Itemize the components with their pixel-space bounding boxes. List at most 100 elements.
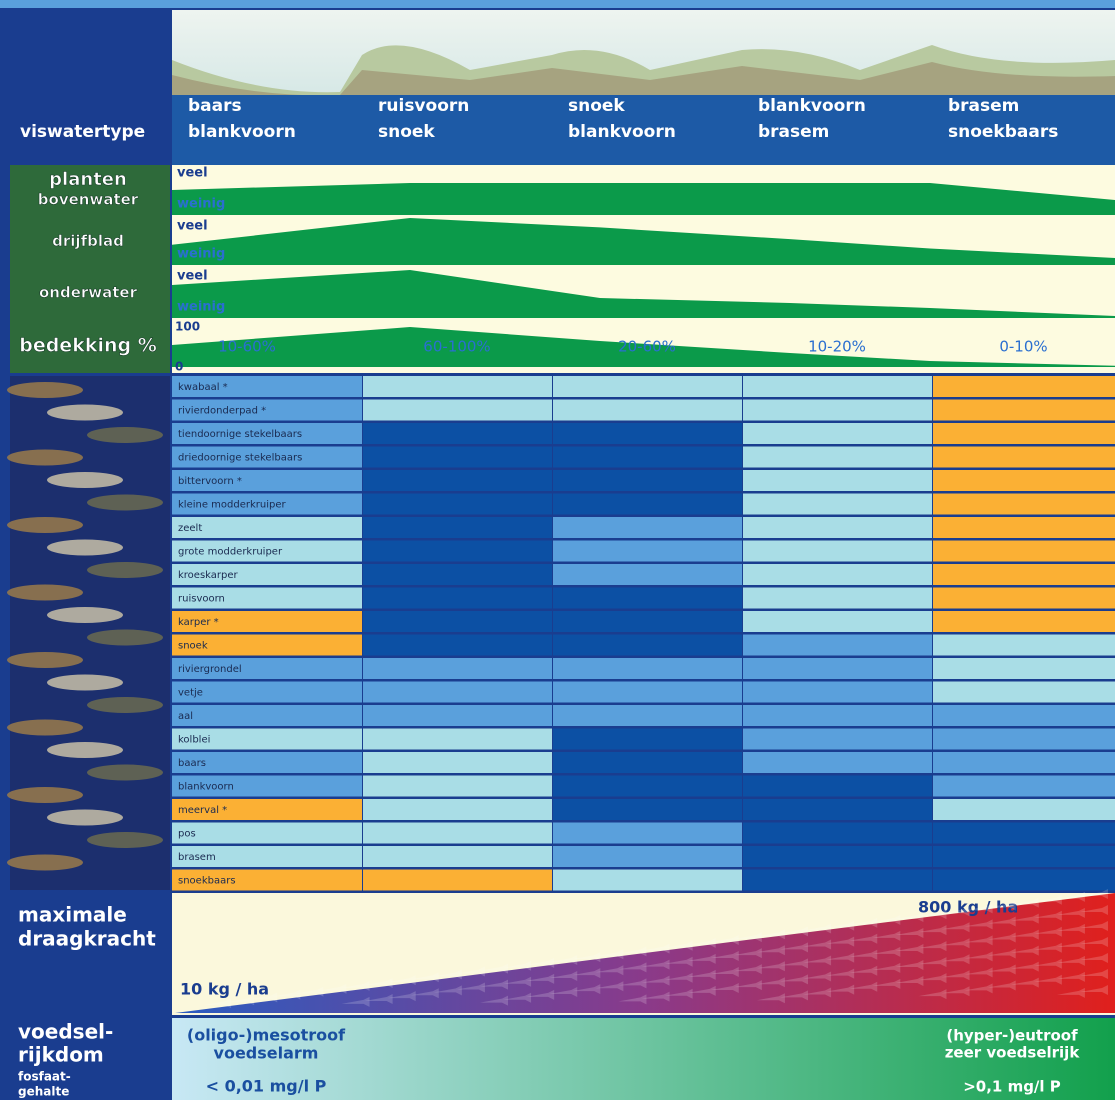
plant-area [172,270,1115,318]
capacity-fish [941,970,970,981]
plant-label: planten [49,169,127,190]
fish-photo [47,742,123,758]
capacity-fish [503,992,532,1003]
capacity-fish [664,988,693,999]
fish-photo [47,674,123,691]
capacity-fish [918,925,947,936]
fish-photo [7,382,83,398]
capacity-fish [272,989,301,1000]
capacity-fish [895,911,924,922]
capacity-fish [987,900,1016,911]
fish-photo [7,787,83,803]
fish-cell [553,540,742,562]
capacity-fish [895,927,924,938]
fish-cell [553,775,742,797]
fish-cell [743,517,932,538]
fish-cell [363,799,552,820]
capacity-fish [526,989,555,1000]
fish-cell [743,869,932,891]
capacity-fish [1010,977,1039,988]
fish-cell [933,634,1115,656]
capacity-fish [641,959,670,970]
fish-cell [172,705,362,726]
capacity-fish [733,948,762,959]
capacity-fish [549,971,578,982]
capacity-fish [526,973,555,984]
fish-cell [553,399,742,421]
capacity-fish [410,972,439,983]
fish-cell [553,611,742,632]
fish-cell [553,728,742,750]
high-title: zeer voedselrijk [945,1044,1081,1062]
fish-cell [743,752,932,773]
fish-cell [743,376,932,397]
capacity-wedge [175,893,1115,1013]
fish-photo [7,449,83,466]
water-type: brasem [758,122,829,142]
capacity-fish [618,962,647,973]
fish-name: brasem [178,852,216,863]
fish-cell [743,681,932,703]
plant-label: onderwater [39,284,138,302]
capacity-fish [941,954,970,965]
fish-photo [87,494,163,511]
tick-label: 0 [175,360,183,374]
capacity-fish [1080,953,1108,963]
fish-cell [363,540,552,562]
low-title: voedselarm [214,1044,319,1063]
capacity-fish [203,998,232,1009]
capacity-fish [480,963,508,974]
fish-photo [7,719,83,736]
capacity-fish [549,987,578,998]
fish-cell [933,822,1115,844]
fish-name: baars [178,758,206,769]
fish-cell [743,634,932,656]
capacity-fish [964,903,993,914]
fish-cell [363,775,552,797]
capacity-fish [803,971,832,982]
fish-cell [172,376,362,397]
capacity-fish [572,968,601,979]
fish-cell [743,799,932,820]
capacity-fish [641,943,670,954]
fish-cell [553,470,742,491]
coverage-label: 20-60% [618,338,676,356]
fish-cell [933,540,1115,562]
plant-photos [10,165,170,373]
bottom-label: weinig [177,300,225,315]
fish-photo [47,607,123,623]
fish-cell [743,399,932,421]
fish-name: tiendoornige stekelbaars [178,429,302,440]
fish-name: driedoornige stekelbaars [178,452,302,463]
capacity-fish [387,991,416,1002]
capacity-fish [1033,926,1062,937]
fish-cell [553,869,742,891]
low-title: (oligo-)mesotroof [187,1026,346,1045]
capacity-fish [595,965,624,976]
capacity-fish [872,962,901,973]
capacity-fish [549,955,578,966]
capacity-fish [526,957,555,968]
plant-label: bovenwater [38,191,139,209]
capacity-fish [480,995,508,1006]
capacity-fish [733,932,762,943]
coverage-label: 0-10% [999,338,1047,356]
fish-photo [7,854,83,871]
capacity-label: maximale [18,903,127,927]
fish-name: grote modderkruiper [178,546,283,557]
capacity-fish [641,991,670,1002]
fish-cell [172,587,362,609]
capacity-fish [249,992,278,1003]
fish-name: kroeskarper [178,570,239,581]
fish-cell [743,423,932,444]
fish-photo [47,472,123,488]
fish-cell [172,564,362,585]
fish-cell [363,470,552,491]
capacity-fish [941,906,970,917]
fish-cell [933,564,1115,585]
capacity-fish [1080,889,1108,899]
fish-cell [933,681,1115,703]
low-value: < 0,01 mg/l P [206,1077,327,1096]
fish-cell [743,775,932,797]
